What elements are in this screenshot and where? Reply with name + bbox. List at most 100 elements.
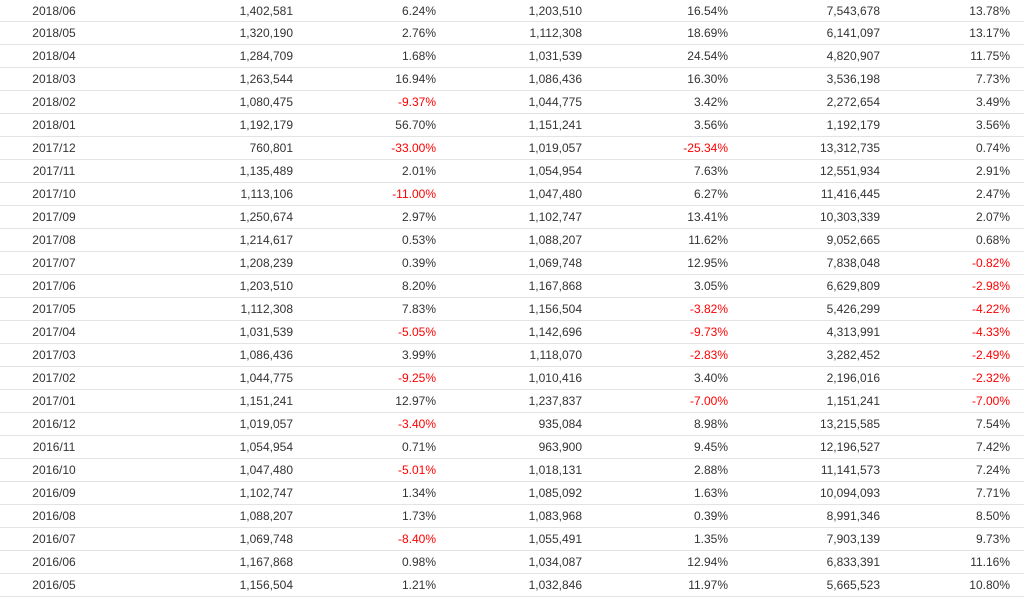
yoy-change-cell: 6.27% (693, 187, 728, 201)
value-cell: 1,284,709 (239, 49, 293, 63)
cumulative-change-cell: 11.16% (970, 555, 1010, 569)
table-row: 2017/02 1,044,775 -9.25% 1,010,416 3.40% 2,19… (0, 367, 1024, 390)
table-row: 2017/01 1,151,241 12.97% 1,237,837 -7.00% 1,1… (0, 390, 1024, 413)
prior-value-cell: 1,031,539 (528, 49, 582, 63)
change-cell: 2.97% (401, 210, 436, 224)
table-row: 2016/06 1,167,868 0.98% 1,034,087 12.94% 6,83… (0, 551, 1024, 574)
yoy-change-cell: 3.05% (693, 279, 728, 293)
table-row: 2016/11 1,054,954 0.71% 963,900 9.45% 12,196,… (0, 436, 1024, 459)
change-cell: 0.39% (401, 256, 436, 270)
value-cell: 1,151,241 (239, 394, 293, 408)
change-cell: -3.40% (397, 417, 436, 431)
cumulative-change-cell: 11.75% (970, 49, 1010, 63)
yoy-change-cell: 24.54% (687, 49, 728, 63)
yoy-change-cell: 12.94% (687, 555, 728, 569)
period-cell: 2017/04 (32, 325, 76, 339)
cumulative-cell: 10,303,339 (819, 210, 880, 224)
yoy-change-cell: 7.63% (693, 164, 728, 178)
cumulative-cell: 9,052,665 (826, 233, 880, 247)
cumulative-cell: 5,665,523 (826, 578, 880, 592)
prior-value-cell: 1,018,131 (528, 463, 582, 477)
yoy-change-cell: 12.95% (687, 256, 728, 270)
change-cell: 16.94% (395, 72, 436, 86)
value-cell: 1,402,581 (239, 3, 293, 18)
prior-value-cell: 1,044,775 (528, 95, 582, 109)
value-cell: 1,113,106 (240, 187, 294, 201)
table-row: 2018/05 1,320,190 2.76% 1,112,308 18.69% 6,14… (0, 22, 1024, 45)
period-cell: 2018/05 (32, 26, 76, 40)
change-cell: -9.37% (397, 95, 436, 109)
cumulative-change-cell: 7.24% (975, 463, 1010, 477)
cumulative-change-cell: -4.22% (971, 302, 1010, 316)
cumulative-cell: 3,536,198 (826, 72, 880, 86)
prior-value-cell: 1,032,846 (528, 578, 582, 592)
table-row: 2017/10 1,113,106 -11.00% 1,047,480 6.27% 11,… (0, 183, 1024, 206)
period-cell: 2017/10 (32, 187, 76, 201)
cumulative-change-cell: 13.78% (969, 3, 1010, 18)
yoy-change-cell: -25.34% (683, 141, 728, 155)
cumulative-cell: 11,141,573 (820, 463, 880, 477)
change-cell: 0.98% (401, 555, 436, 569)
period-cell: 2016/11 (32, 440, 76, 454)
change-cell: -8.40% (397, 532, 436, 546)
table-row: 2016/10 1,047,480 -5.01% 1,018,131 2.88% 11,1… (0, 459, 1024, 482)
yoy-change-cell: -9.73% (689, 325, 728, 339)
cumulative-change-cell: 0.68% (975, 233, 1010, 247)
prior-value-cell: 1,112,308 (529, 26, 583, 40)
value-cell: 1,135,489 (239, 164, 293, 178)
table-row: 2017/07 1,208,239 0.39% 1,069,748 12.95% 7,83… (0, 252, 1024, 275)
table-row: 2017/12 760,801 -33.00% 1,019,057 -25.34% 13,… (0, 137, 1024, 160)
prior-value-cell: 963,900 (538, 440, 582, 454)
yoy-change-cell: 11.62% (688, 233, 728, 247)
period-cell: 2017/12 (32, 141, 76, 155)
change-cell: 1.21% (401, 578, 436, 592)
prior-value-cell: 1,156,504 (528, 302, 582, 316)
value-cell: 760,801 (249, 141, 293, 155)
yoy-change-cell: -3.82% (689, 302, 728, 316)
table-row: 2017/09 1,250,674 2.97% 1,102,747 13.41% 10,3… (0, 206, 1024, 229)
table-row: 2018/01 1,192,179 56.70% 1,151,241 3.56% 1,19… (0, 114, 1024, 137)
yoy-change-cell: 8.98% (693, 417, 728, 431)
period-cell: 2017/08 (32, 233, 76, 247)
yoy-change-cell: 1.63% (693, 486, 728, 500)
value-cell: 1,192,179 (239, 118, 293, 132)
period-cell: 2016/07 (32, 532, 76, 546)
period-cell: 2017/09 (32, 210, 76, 224)
cumulative-change-cell: 2.47% (975, 187, 1010, 201)
change-cell: 56.70% (395, 118, 436, 132)
period-cell: 2017/11 (32, 164, 76, 178)
yoy-change-cell: 1.35% (693, 532, 728, 546)
change-cell: 1.34% (401, 486, 436, 500)
table-row: 2017/04 1,031,539 -5.05% 1,142,696 -9.73% 4,3… (0, 321, 1024, 344)
yoy-change-cell: -2.83% (689, 348, 728, 362)
period-cell: 2017/03 (32, 348, 76, 362)
yoy-change-cell: 16.30% (687, 72, 728, 86)
cumulative-change-cell: -2.98% (971, 279, 1010, 293)
cumulative-change-cell: -0.82% (971, 256, 1010, 270)
cumulative-cell: 1,192,179 (826, 118, 880, 132)
cumulative-cell: 6,629,809 (826, 279, 880, 293)
cumulative-cell: 8,991,346 (826, 509, 880, 523)
period-cell: 2018/04 (32, 49, 76, 63)
change-cell: 3.99% (401, 348, 436, 362)
cumulative-cell: 2,196,016 (826, 371, 880, 385)
value-cell: 1,250,674 (239, 210, 293, 224)
prior-value-cell: 1,069,748 (528, 256, 582, 270)
change-cell: 0.53% (401, 233, 436, 247)
yoy-change-cell: 9.45% (693, 440, 728, 454)
period-cell: 2017/07 (32, 256, 76, 270)
value-cell: 1,080,475 (239, 95, 293, 109)
value-cell: 1,088,207 (239, 509, 293, 523)
prior-value-cell: 1,085,092 (528, 486, 582, 500)
prior-value-cell: 1,055,491 (528, 532, 582, 546)
cumulative-cell: 5,426,299 (826, 302, 880, 316)
yoy-change-cell: 3.56% (693, 118, 728, 132)
prior-value-cell: 1,019,057 (528, 141, 582, 155)
cumulative-cell: 11,416,445 (820, 187, 880, 201)
change-cell: 6.24% (401, 3, 436, 18)
cumulative-cell: 2,272,654 (826, 95, 880, 109)
period-cell: 2018/02 (32, 95, 76, 109)
table-row: 2016/07 1,069,748 -8.40% 1,055,491 1.35% 7,90… (0, 528, 1024, 551)
cumulative-cell: 6,141,097 (826, 26, 880, 40)
